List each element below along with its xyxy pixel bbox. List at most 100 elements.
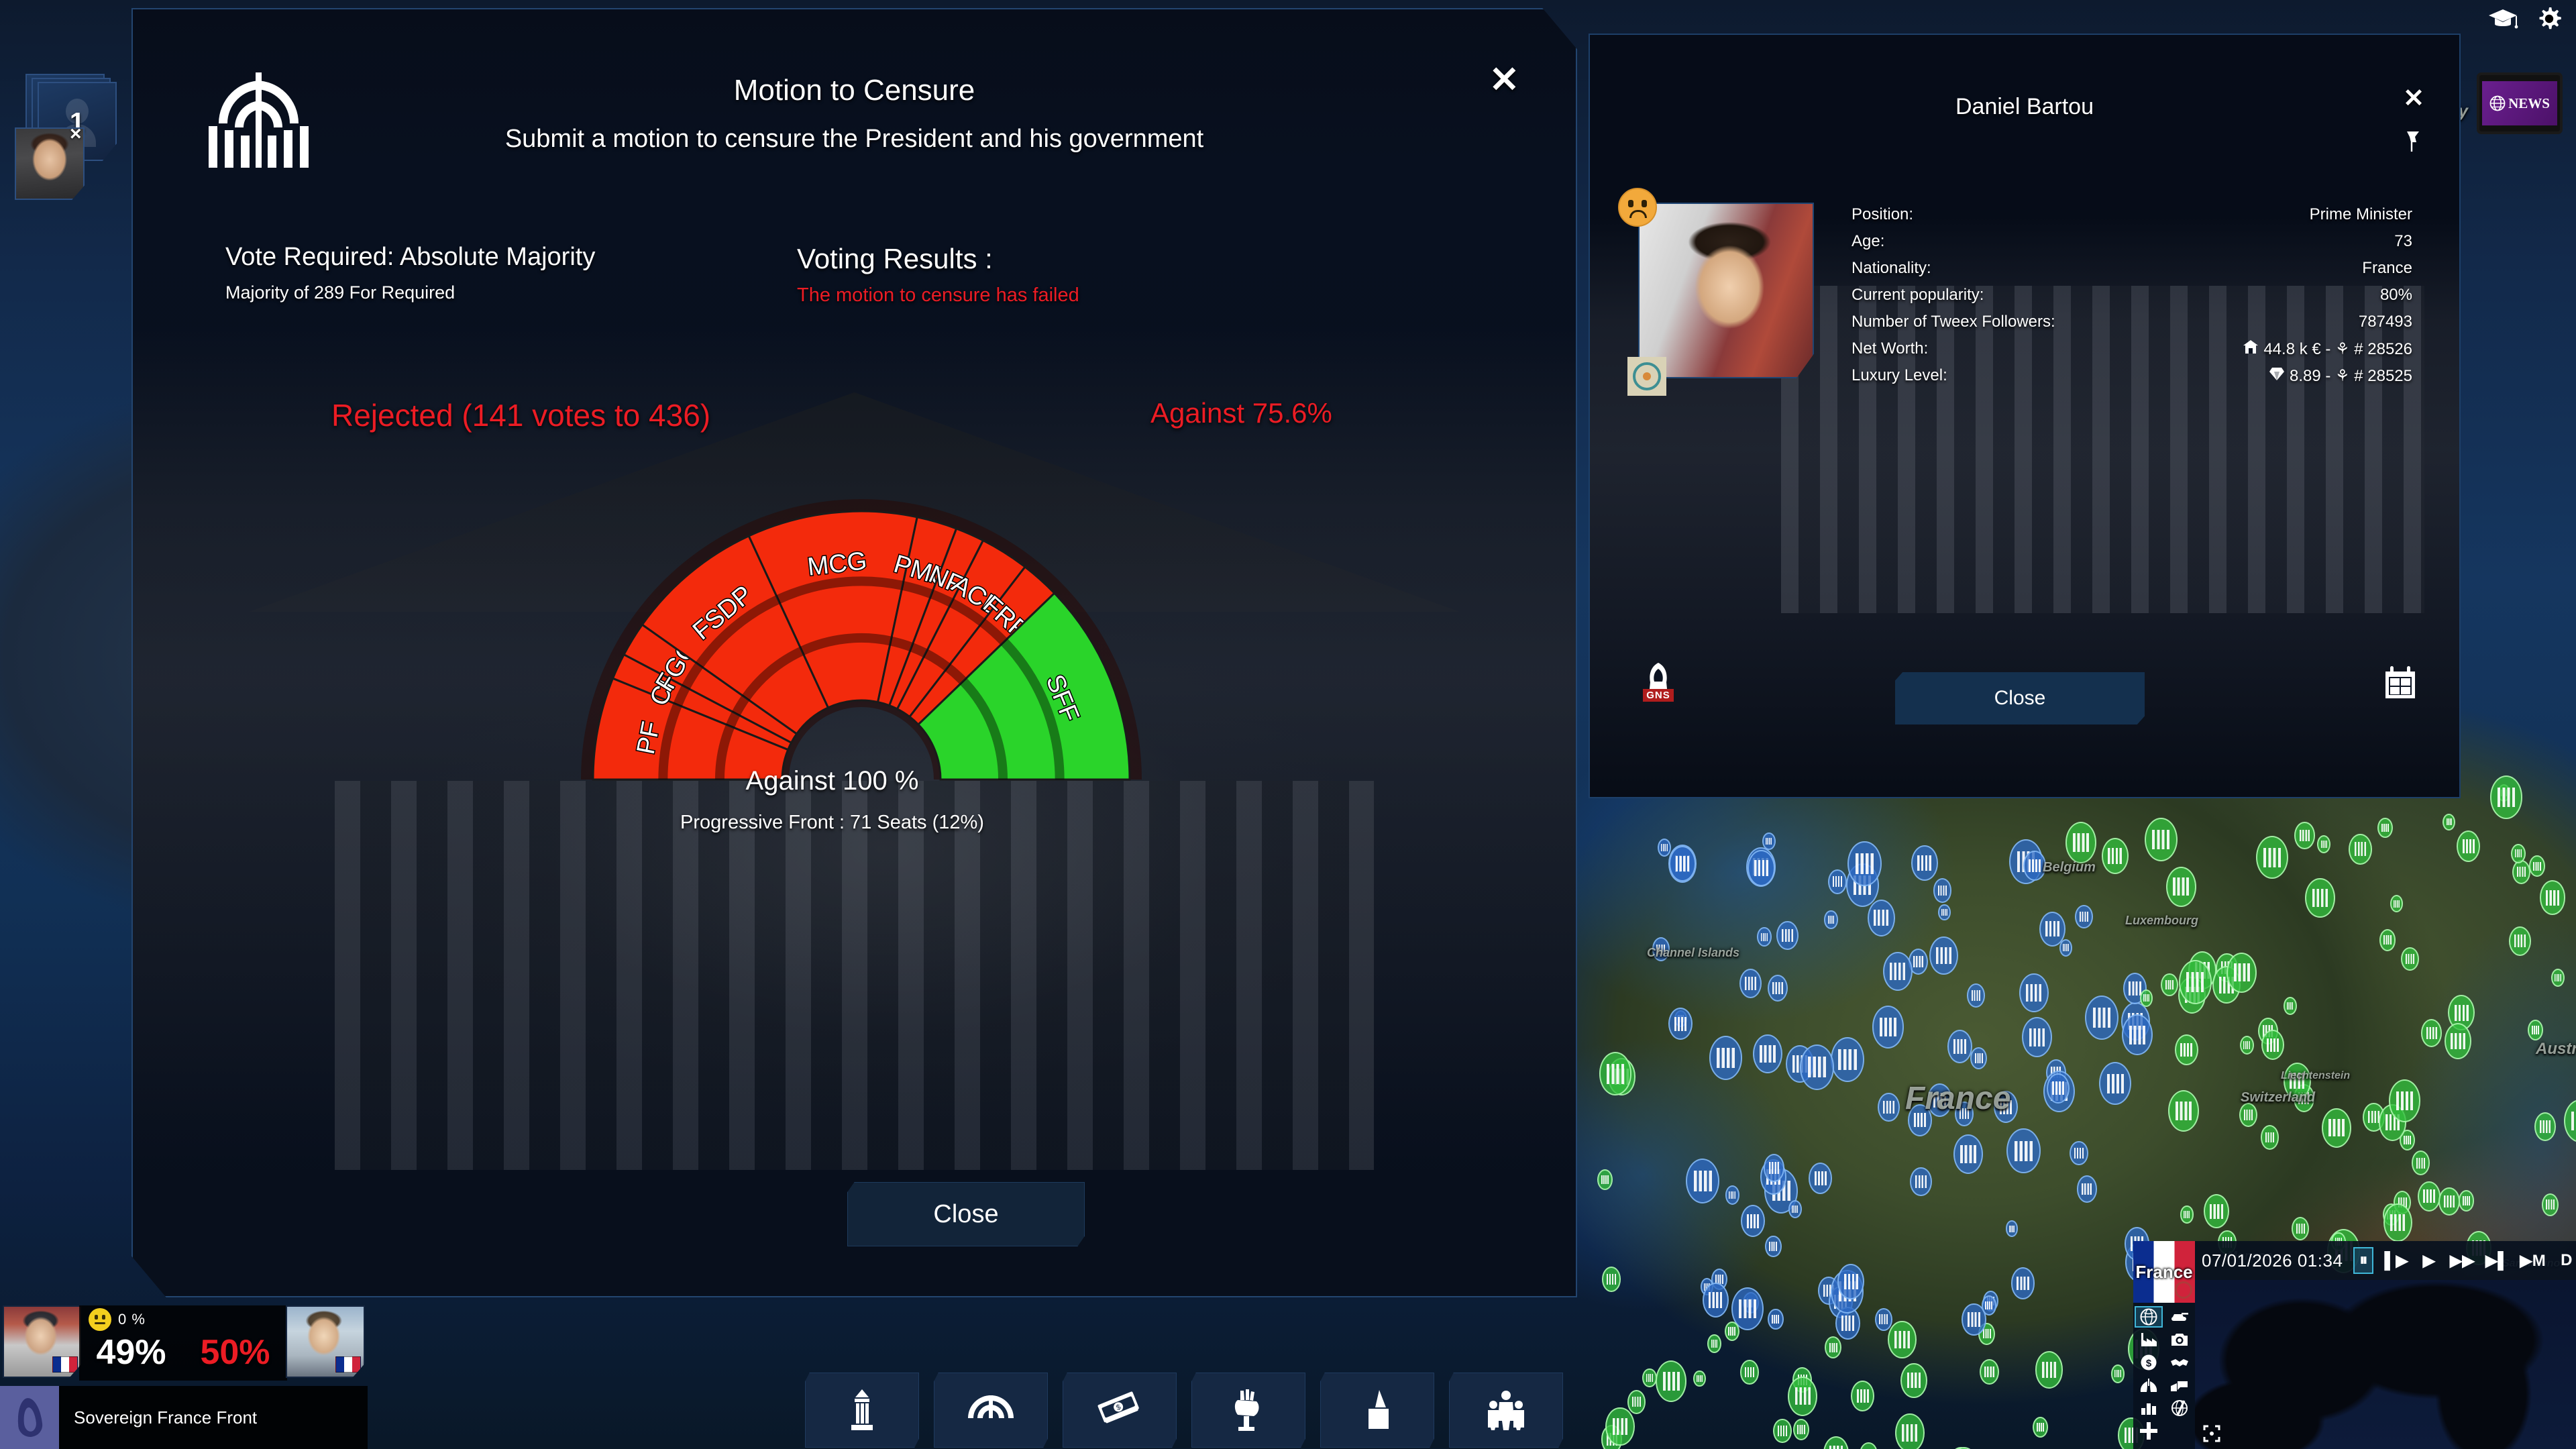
speed-button-to-end[interactable]: ▶▌ — [2485, 1251, 2510, 1270]
party-row[interactable]: Sovereign France Front — [0, 1386, 368, 1449]
gns-agency-icon[interactable]: GNS — [1631, 652, 1685, 710]
map-city-marker[interactable] — [1731, 1287, 1764, 1330]
map-city-marker[interactable] — [2447, 994, 2475, 1031]
map-city-marker[interactable] — [1652, 937, 1670, 962]
map-city-marker[interactable] — [1725, 1185, 1740, 1205]
map-city-marker[interactable] — [1910, 1167, 1932, 1197]
map-city-marker[interactable] — [2122, 1014, 2153, 1056]
map-city-marker[interactable] — [2006, 1128, 2041, 1174]
map-city-marker[interactable] — [2444, 1022, 2472, 1059]
portrait-close-icon[interactable]: × — [70, 123, 82, 145]
map-city-marker[interactable] — [2349, 833, 2372, 865]
camera-icon[interactable] — [2165, 1329, 2194, 1350]
map-city-marker[interactable] — [2239, 1035, 2254, 1055]
map-city-marker[interactable] — [2305, 878, 2335, 918]
map-city-marker[interactable] — [2180, 1205, 2194, 1224]
map-city-marker[interactable] — [1933, 878, 1952, 903]
map-city-marker[interactable] — [1929, 936, 1958, 975]
map-city-marker[interactable] — [2390, 895, 2404, 913]
map-city-marker[interactable] — [2101, 838, 2129, 874]
map-city-marker[interactable] — [2283, 1062, 2311, 1099]
map-city-marker[interactable] — [2489, 775, 2522, 819]
map-city-marker[interactable] — [2035, 1351, 2063, 1389]
map-city-marker[interactable] — [1867, 899, 1895, 936]
player-leader-portrait[interactable] — [3, 1305, 82, 1378]
map-city-marker[interactable] — [1788, 1376, 1818, 1416]
calendar-icon[interactable] — [2383, 665, 2418, 704]
handshake-icon[interactable] — [2165, 1352, 2194, 1373]
map-city-marker[interactable] — [1599, 1052, 1632, 1096]
map-city-marker[interactable] — [2047, 1073, 2070, 1104]
globe-icon[interactable] — [2135, 1306, 2163, 1328]
map-city-marker[interactable] — [2551, 968, 2565, 987]
map-city-marker[interactable] — [1768, 1308, 1784, 1330]
map-city-marker[interactable] — [2539, 880, 2566, 916]
map-city-marker[interactable] — [2511, 843, 2526, 863]
map-city-marker[interactable] — [1657, 839, 1672, 857]
close-button[interactable]: Close — [1895, 672, 2145, 724]
map-city-marker[interactable] — [2508, 926, 2532, 956]
bar-chart-icon[interactable] — [2135, 1397, 2163, 1419]
map-city-marker[interactable] — [1627, 1389, 1646, 1414]
map-city-marker[interactable] — [1740, 1205, 1765, 1238]
map-city-marker[interactable] — [1878, 1093, 1900, 1122]
map-city-marker[interactable] — [1740, 1360, 1759, 1385]
map-city-marker[interactable] — [1981, 1295, 1996, 1316]
map-city-marker[interactable] — [2178, 960, 2212, 1005]
map-city-marker[interactable] — [1773, 1418, 1792, 1444]
map-city-marker[interactable] — [1724, 1321, 1739, 1342]
lungs-icon[interactable] — [2135, 1375, 2163, 1396]
map-city-marker[interactable] — [1753, 1034, 1782, 1074]
map-city-marker[interactable] — [2167, 1090, 2200, 1132]
speed-button-day[interactable]: D — [2561, 1251, 2573, 1269]
map-city-marker[interactable] — [2019, 973, 2049, 1012]
map-city-marker[interactable] — [1955, 1101, 1974, 1126]
map-city-marker[interactable] — [1828, 869, 1847, 894]
map-city-marker[interactable] — [2255, 836, 2288, 879]
hemicycle-slice[interactable] — [747, 510, 919, 709]
map-city-marker[interactable] — [2099, 1062, 2132, 1106]
country-flag-block[interactable]: France — [2133, 1241, 2195, 1303]
map-city-marker[interactable] — [2527, 1020, 2543, 1041]
map-city-marker[interactable] — [1895, 1413, 1925, 1449]
map-city-marker[interactable] — [2139, 989, 2153, 1007]
map-city-marker[interactable] — [1693, 1370, 1706, 1387]
map-city-marker[interactable] — [1757, 927, 1772, 947]
map-city-marker[interactable] — [1707, 1334, 1721, 1353]
factory-icon[interactable] — [2135, 1329, 2163, 1350]
map-city-marker[interactable] — [2076, 1175, 2097, 1203]
map-city-marker[interactable] — [1601, 1267, 1621, 1292]
map-city-marker[interactable] — [2541, 1193, 2559, 1216]
map-city-marker[interactable] — [1824, 910, 1838, 929]
map-city-marker[interactable] — [1908, 1104, 1932, 1136]
map-city-marker[interactable] — [2321, 1108, 2351, 1148]
map-city-marker[interactable] — [2161, 973, 2178, 997]
map-city-marker[interactable] — [1799, 1044, 1834, 1090]
map-city-marker[interactable] — [1882, 951, 1913, 991]
graduation-cap-icon[interactable] — [2487, 7, 2518, 30]
map-city-marker[interactable] — [2534, 1112, 2557, 1142]
map-city-marker[interactable] — [1825, 1336, 1842, 1359]
map-city-marker[interactable] — [1655, 1360, 1687, 1403]
map-city-marker[interactable] — [2411, 1150, 2430, 1176]
speed-button-fast[interactable]: ▶▶ — [2449, 1251, 2475, 1270]
map-city-marker[interactable] — [2023, 850, 2047, 881]
map-city-marker[interactable] — [1776, 920, 1799, 951]
map-city-marker[interactable] — [1837, 1264, 1865, 1300]
map-city-marker[interactable] — [2260, 1125, 2279, 1150]
gear-icon[interactable] — [2536, 5, 2563, 32]
map-city-marker[interactable] — [2239, 1103, 2258, 1128]
map-city-marker[interactable] — [2388, 1079, 2421, 1122]
map-city-marker[interactable] — [2075, 905, 2093, 929]
map-city-marker[interactable] — [2529, 855, 2545, 877]
map-city-marker[interactable] — [1966, 983, 1985, 1008]
map-city-marker[interactable] — [2438, 1187, 2460, 1216]
map-city-marker[interactable] — [1597, 1169, 1613, 1191]
map-city-marker[interactable] — [2283, 997, 2297, 1016]
map-city-marker[interactable] — [2512, 859, 2531, 884]
map-city-marker[interactable] — [2261, 1029, 2284, 1061]
map-city-marker[interactable] — [2144, 817, 2178, 861]
map-city-marker[interactable] — [2294, 822, 2315, 849]
map-city-marker[interactable] — [1739, 968, 1762, 999]
map-city-marker[interactable] — [1872, 1006, 1904, 1049]
